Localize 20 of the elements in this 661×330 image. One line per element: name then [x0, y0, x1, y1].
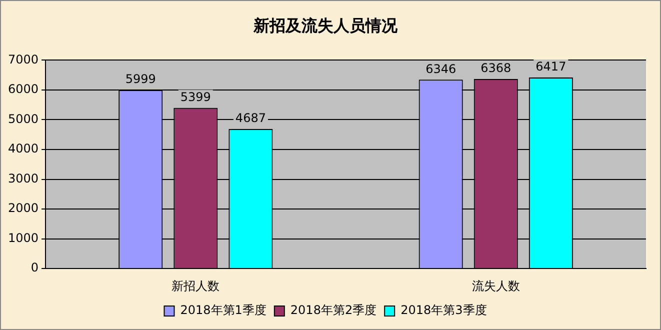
y-tick-label: 0	[30, 260, 39, 275]
data-label: 6368	[480, 61, 512, 76]
chart-title: 新招及流失人员情况	[252, 16, 398, 35]
y-tick-label: 4000	[8, 142, 39, 156]
y-tick-label: 3000	[8, 171, 39, 186]
legend-label: 2018年第2季度	[290, 303, 377, 318]
data-label: 6417	[536, 60, 566, 74]
y-tick-label: 6000	[8, 82, 39, 96]
data-label: 5399	[180, 90, 211, 104]
data-label: 4687	[235, 111, 266, 126]
y-tick-label: 7000	[8, 52, 39, 66]
x-tick-label: 新招人数	[172, 278, 220, 293]
y-tick-label: 5000	[8, 112, 39, 126]
legend-label: 2018年第1季度	[180, 303, 266, 318]
data-label: 6346	[426, 62, 456, 76]
y-tick-label: 1000	[8, 230, 39, 245]
legend-label: 2018年第3季度	[400, 303, 487, 318]
data-label: 5999	[125, 72, 156, 86]
y-tick-label: 2000	[8, 201, 39, 216]
x-tick-label: 流失人数	[472, 278, 520, 293]
